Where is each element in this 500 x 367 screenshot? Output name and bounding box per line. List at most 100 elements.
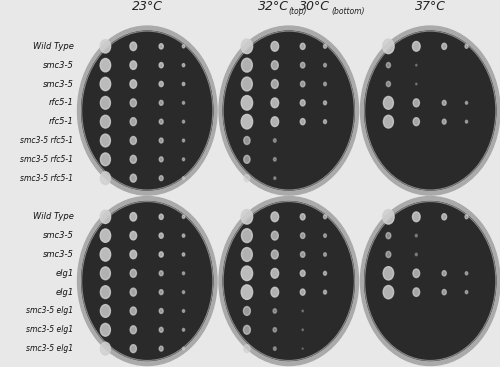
Ellipse shape — [324, 215, 326, 219]
Ellipse shape — [130, 250, 136, 259]
Text: elg1: elg1 — [55, 269, 74, 278]
Ellipse shape — [244, 326, 250, 334]
Ellipse shape — [242, 248, 252, 261]
Ellipse shape — [271, 41, 278, 51]
Ellipse shape — [182, 45, 185, 48]
Ellipse shape — [100, 286, 110, 298]
Ellipse shape — [100, 77, 110, 91]
Text: rfc5-1: rfc5-1 — [48, 117, 74, 126]
Ellipse shape — [416, 83, 417, 85]
Ellipse shape — [466, 101, 468, 104]
Ellipse shape — [100, 210, 110, 224]
Ellipse shape — [271, 117, 278, 127]
Ellipse shape — [242, 77, 252, 91]
Text: smc3-5 rfc5-1: smc3-5 rfc5-1 — [20, 174, 74, 183]
Ellipse shape — [242, 58, 252, 72]
Ellipse shape — [242, 229, 252, 243]
Ellipse shape — [273, 328, 276, 332]
Ellipse shape — [300, 43, 305, 50]
Ellipse shape — [159, 157, 163, 162]
Ellipse shape — [413, 118, 420, 126]
Ellipse shape — [130, 174, 136, 182]
Ellipse shape — [223, 31, 354, 190]
Ellipse shape — [273, 309, 276, 313]
Ellipse shape — [159, 119, 163, 124]
Ellipse shape — [100, 172, 110, 185]
Ellipse shape — [100, 97, 110, 109]
Ellipse shape — [100, 115, 110, 128]
Ellipse shape — [182, 291, 184, 294]
Ellipse shape — [302, 329, 304, 331]
Ellipse shape — [159, 81, 164, 87]
Ellipse shape — [130, 99, 136, 107]
Text: smc3-5: smc3-5 — [42, 231, 74, 240]
Text: Wild Type: Wild Type — [32, 212, 74, 221]
Ellipse shape — [416, 234, 418, 237]
Text: 30°C: 30°C — [298, 0, 330, 13]
Ellipse shape — [413, 288, 420, 297]
Ellipse shape — [360, 26, 500, 195]
Ellipse shape — [100, 58, 110, 72]
Ellipse shape — [130, 42, 136, 51]
Ellipse shape — [324, 120, 326, 124]
Ellipse shape — [360, 196, 500, 366]
Text: smc3-5 rfc5-1: smc3-5 rfc5-1 — [20, 136, 74, 145]
Ellipse shape — [442, 270, 446, 276]
Ellipse shape — [324, 290, 326, 294]
Ellipse shape — [442, 43, 446, 50]
Ellipse shape — [272, 250, 278, 259]
Ellipse shape — [364, 201, 496, 360]
Text: 32°C: 32°C — [258, 0, 288, 13]
Ellipse shape — [100, 229, 110, 242]
Ellipse shape — [78, 196, 217, 366]
Ellipse shape — [159, 176, 163, 181]
Ellipse shape — [241, 115, 252, 129]
Ellipse shape — [300, 119, 305, 125]
Ellipse shape — [442, 100, 446, 105]
Ellipse shape — [302, 310, 304, 312]
Ellipse shape — [442, 214, 446, 220]
Ellipse shape — [182, 139, 184, 142]
Ellipse shape — [182, 328, 184, 331]
Ellipse shape — [159, 327, 163, 332]
Text: smc3-5 elg1: smc3-5 elg1 — [26, 306, 74, 316]
Ellipse shape — [272, 231, 278, 240]
Ellipse shape — [182, 272, 184, 275]
Ellipse shape — [271, 98, 278, 108]
Ellipse shape — [244, 137, 250, 145]
Ellipse shape — [412, 212, 420, 222]
Ellipse shape — [182, 63, 185, 67]
Ellipse shape — [130, 326, 136, 334]
Text: (bottom): (bottom) — [331, 7, 364, 16]
Ellipse shape — [244, 155, 250, 163]
Ellipse shape — [182, 101, 184, 104]
Ellipse shape — [130, 288, 136, 296]
Ellipse shape — [272, 61, 278, 70]
Ellipse shape — [383, 286, 394, 299]
Ellipse shape — [130, 212, 136, 221]
Ellipse shape — [100, 267, 110, 280]
Ellipse shape — [100, 134, 110, 147]
Ellipse shape — [182, 215, 185, 218]
Ellipse shape — [324, 253, 326, 256]
Ellipse shape — [324, 101, 326, 105]
Ellipse shape — [241, 266, 252, 281]
Ellipse shape — [386, 81, 390, 87]
Ellipse shape — [182, 83, 185, 86]
Ellipse shape — [244, 345, 250, 353]
Ellipse shape — [159, 252, 164, 257]
Ellipse shape — [324, 82, 326, 86]
Ellipse shape — [382, 39, 394, 54]
Ellipse shape — [300, 233, 305, 239]
Ellipse shape — [466, 291, 468, 294]
Text: smc3-5 rfc5-1: smc3-5 rfc5-1 — [20, 155, 74, 164]
Ellipse shape — [219, 26, 358, 195]
Text: smc3-5: smc3-5 — [42, 61, 74, 70]
Ellipse shape — [300, 289, 305, 295]
Ellipse shape — [244, 175, 250, 182]
Ellipse shape — [182, 158, 184, 161]
Ellipse shape — [465, 215, 468, 219]
Ellipse shape — [383, 267, 394, 280]
Ellipse shape — [130, 137, 136, 145]
Ellipse shape — [324, 271, 326, 275]
